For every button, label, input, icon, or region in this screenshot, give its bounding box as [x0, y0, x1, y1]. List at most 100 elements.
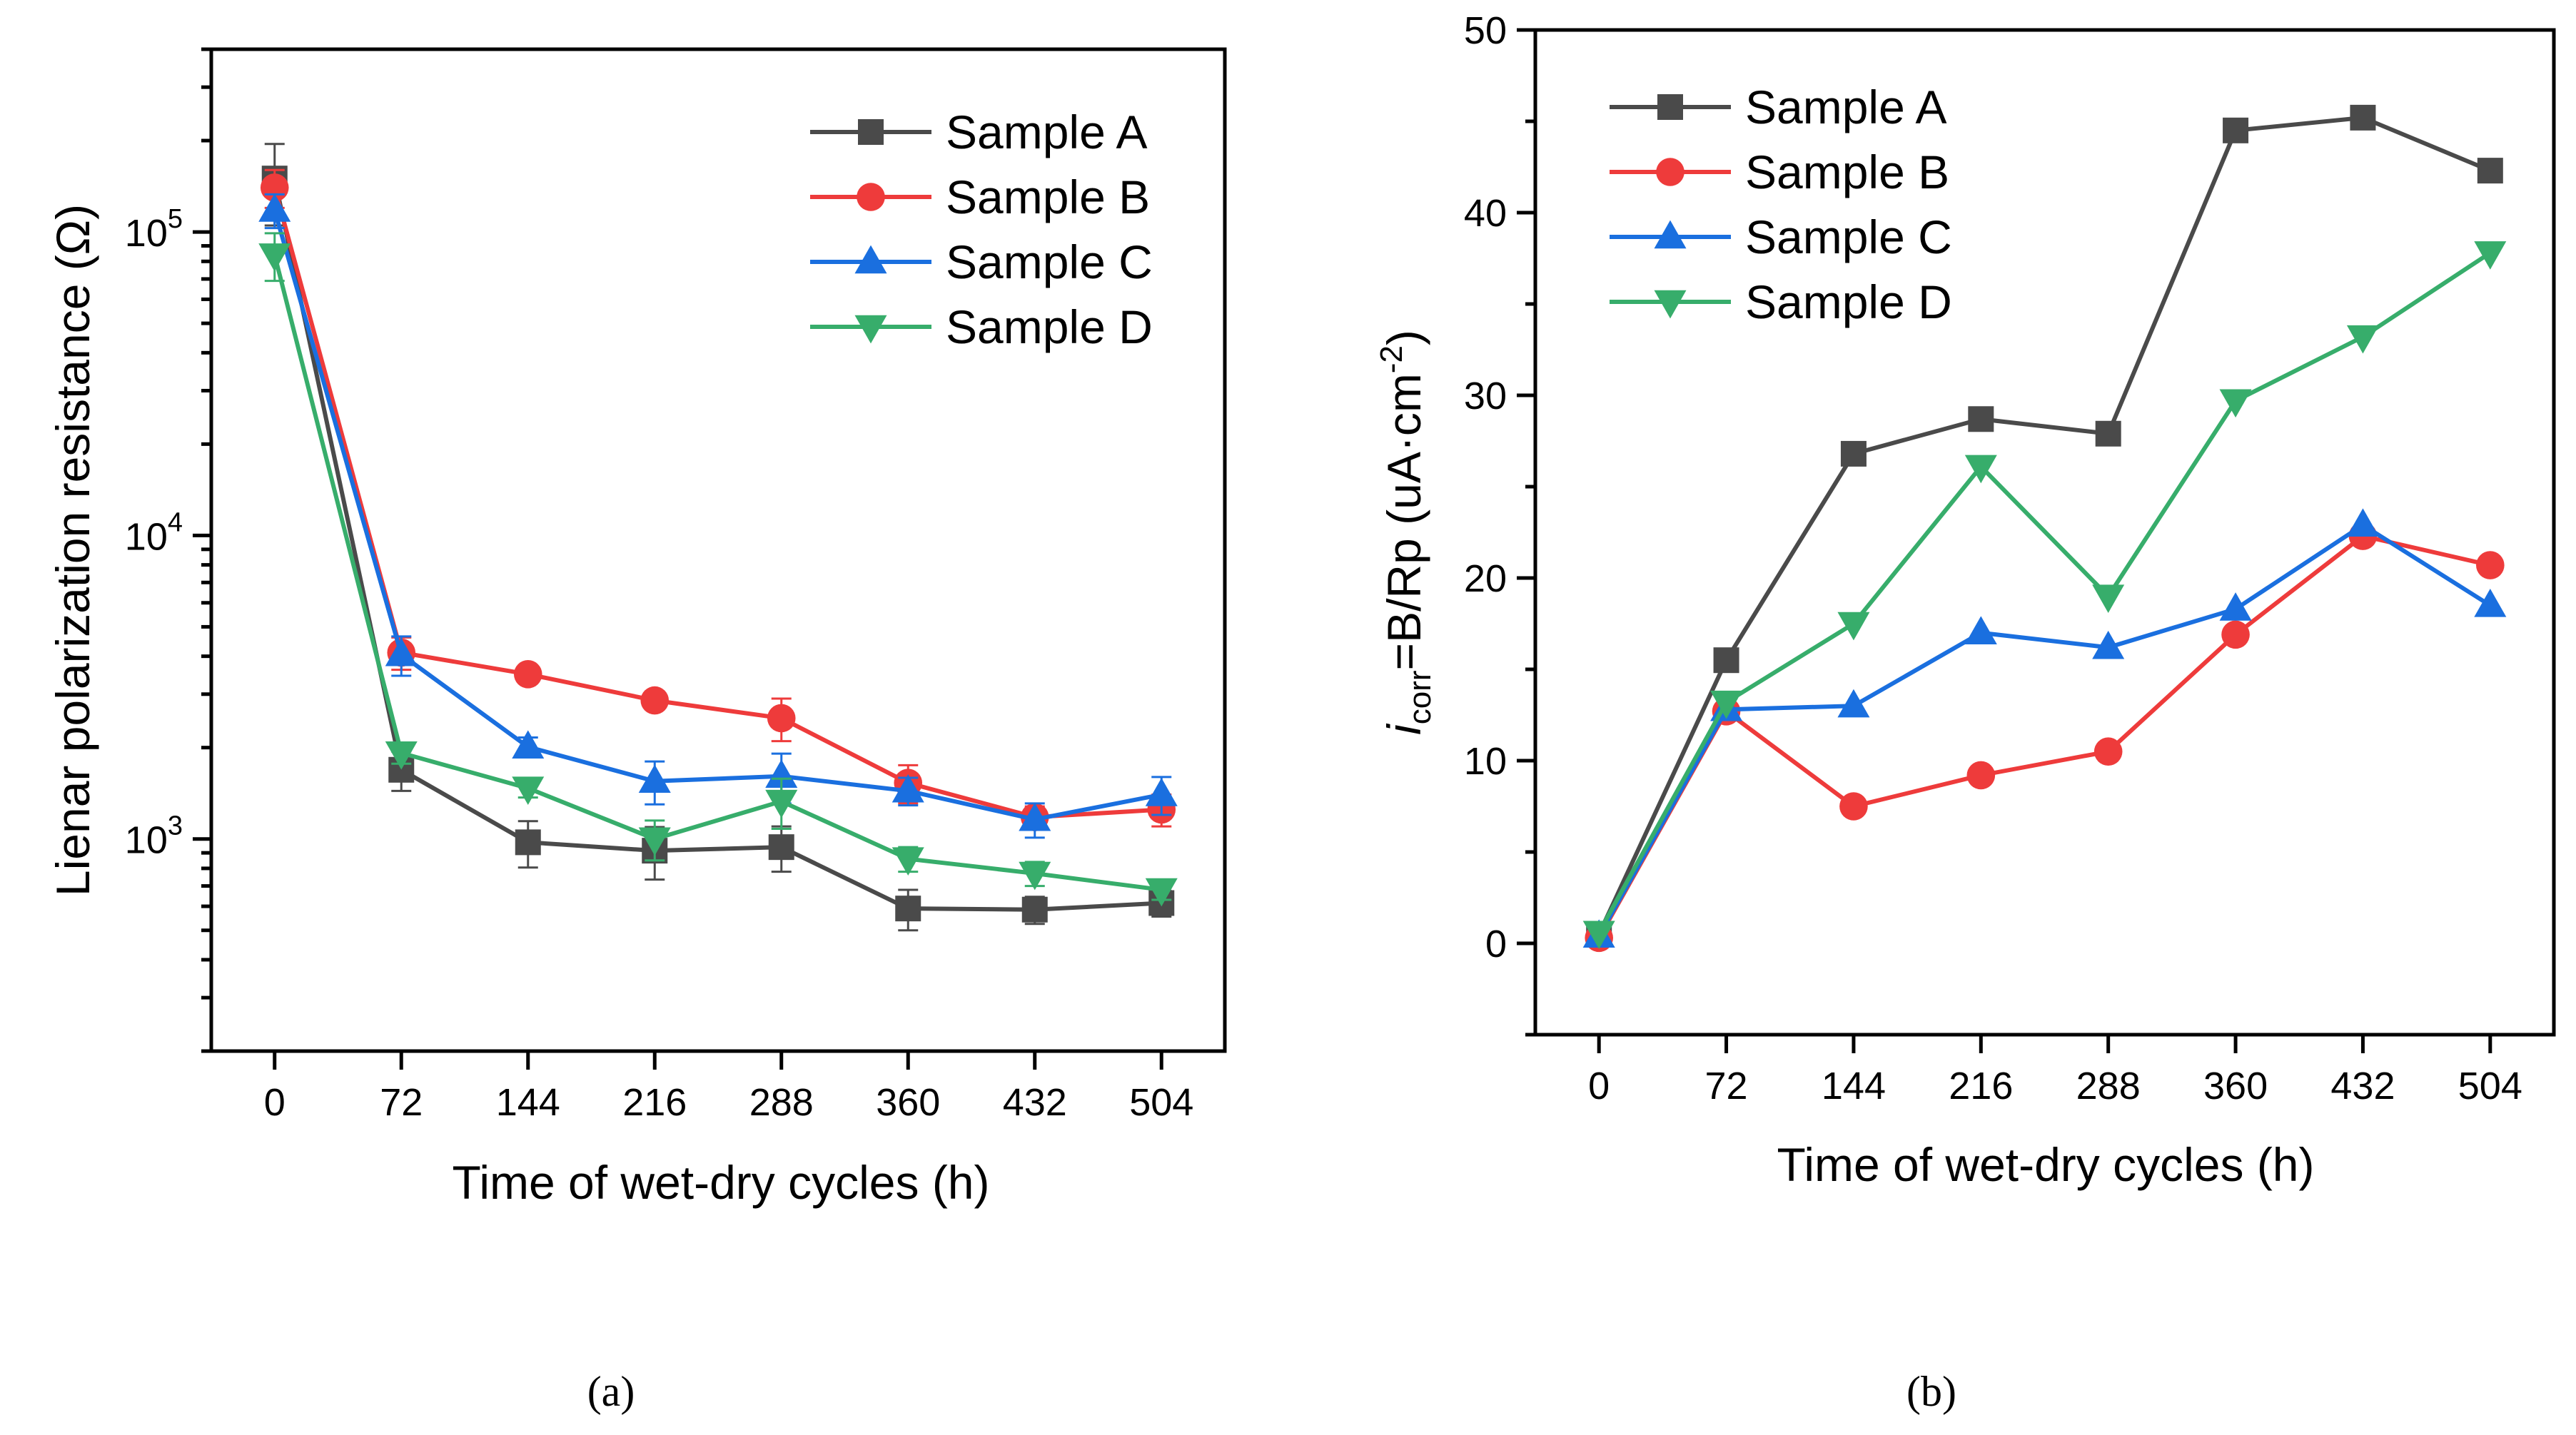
series-line [1597, 522, 2492, 938]
data-point [765, 759, 798, 788]
series-line [272, 209, 1162, 822]
data-point [515, 829, 541, 856]
y-title-mid: =B/Rp (uA·cm [1378, 373, 1430, 670]
x-tick-label: 432 [2330, 1065, 2395, 1107]
y-title-sup: -2 [1374, 345, 1409, 373]
data-point [2346, 325, 2379, 354]
y-tick-base: 10 [125, 515, 168, 558]
y-tick-label: 40 [1464, 192, 1507, 235]
data-point [2477, 158, 2503, 184]
data-point [2223, 117, 2249, 143]
y-tick-label: 0 [1485, 923, 1507, 965]
series-line [272, 178, 1162, 912]
x-tick-label: 144 [496, 1081, 560, 1124]
panel-label-b: (b) [1906, 1368, 1956, 1415]
x-tick-label: 72 [380, 1081, 423, 1124]
x-tick-label: 0 [264, 1081, 286, 1124]
data-point [2219, 389, 2252, 418]
series-line [1597, 533, 2491, 939]
data-point [2092, 630, 2125, 659]
panel-label-a: (a) [587, 1368, 635, 1415]
x-axis-title-a: Time of wet-dry cycles (h) [452, 1156, 989, 1209]
legend-label: Sample D [946, 300, 1153, 353]
data-point [892, 774, 924, 803]
x-tick-label: 0 [1588, 1065, 1610, 1107]
data-point [1966, 761, 1996, 790]
y-tick-label: 20 [1464, 557, 1507, 600]
x-tick-label: 504 [1129, 1081, 1193, 1124]
data-point [1837, 612, 1870, 641]
legend-label: Sample B [1745, 146, 1949, 198]
data-point [638, 764, 671, 793]
plot-frame-b [1533, 28, 2556, 1037]
chart-b: Time of wet-dry cycles (h) icorr=B/Rp (u… [1374, 9, 2556, 1415]
series-sample-a [1586, 104, 2503, 948]
y-tick-label: 103 [125, 811, 183, 862]
series-line [1597, 250, 2492, 934]
legend-marker [1656, 158, 1684, 186]
y-tick-exp: 4 [168, 507, 183, 537]
x-tick-label: 216 [1949, 1065, 2013, 1107]
x-tick-label: 360 [2203, 1065, 2268, 1107]
data-point [1019, 861, 1051, 891]
data-point [1837, 689, 1870, 718]
data-point [512, 730, 545, 759]
chart-a: Time of wet-dry cycles (h) Lienar polari… [46, 47, 1227, 1415]
data-point [1713, 647, 1739, 674]
legend-label: Sample C [1745, 211, 1952, 263]
data-point [2476, 551, 2505, 579]
y-tick-label: 10 [1464, 740, 1507, 783]
data-point [767, 704, 796, 733]
data-point [1145, 778, 1178, 806]
data-point [1145, 878, 1178, 907]
y-tick-label: 30 [1464, 375, 1507, 417]
legend-label: Sample C [946, 235, 1153, 288]
legend-label: Sample A [1745, 81, 1947, 133]
y-tick-label: 104 [125, 507, 183, 558]
data-point [1964, 455, 1997, 484]
y-tick-base: 10 [125, 212, 168, 255]
legend-marker [1654, 290, 1687, 319]
data-point [1840, 440, 1867, 467]
y-title-sub: corr [1403, 670, 1438, 724]
series-sample-c [1582, 508, 2507, 948]
x-tick-label: 288 [749, 1081, 814, 1124]
data-point [258, 193, 291, 222]
legend-label: Sample A [946, 106, 1148, 158]
data-point [1964, 616, 1997, 644]
series-line [272, 254, 1162, 892]
y-tick-label: 50 [1464, 9, 1507, 52]
data-point [2221, 620, 2250, 649]
data-point [1839, 792, 1868, 821]
y-tick-exp: 3 [168, 811, 183, 841]
data-point [385, 741, 418, 770]
data-point [2346, 508, 2379, 537]
x-tick-label: 432 [1003, 1081, 1067, 1124]
data-point [2219, 592, 2252, 621]
data-point [258, 243, 291, 272]
legend-marker [854, 245, 887, 274]
y-axis-title-a: Lienar polarization resistance (Ω) [46, 204, 99, 896]
data-point [1582, 921, 1615, 950]
data-point [513, 660, 542, 689]
data-point [1019, 802, 1051, 831]
legend-label: Sample B [946, 171, 1150, 223]
data-point [2095, 420, 2121, 447]
data-point [385, 637, 418, 666]
data-point [765, 789, 798, 818]
data-point [2474, 241, 2507, 270]
x-tick-label: 216 [622, 1081, 687, 1124]
data-point [1021, 896, 1048, 923]
legend-marker [854, 315, 887, 344]
data-point [638, 827, 671, 856]
series-sample-d [1582, 241, 2507, 950]
legend-label: Sample D [1745, 275, 1952, 328]
data-point [892, 847, 924, 876]
data-point [2092, 584, 2125, 613]
data-point [512, 776, 545, 805]
x-tick-label: 288 [2076, 1065, 2141, 1107]
x-tick-label: 144 [1822, 1065, 1886, 1107]
data-point [2350, 104, 2376, 131]
data-point [640, 686, 670, 715]
